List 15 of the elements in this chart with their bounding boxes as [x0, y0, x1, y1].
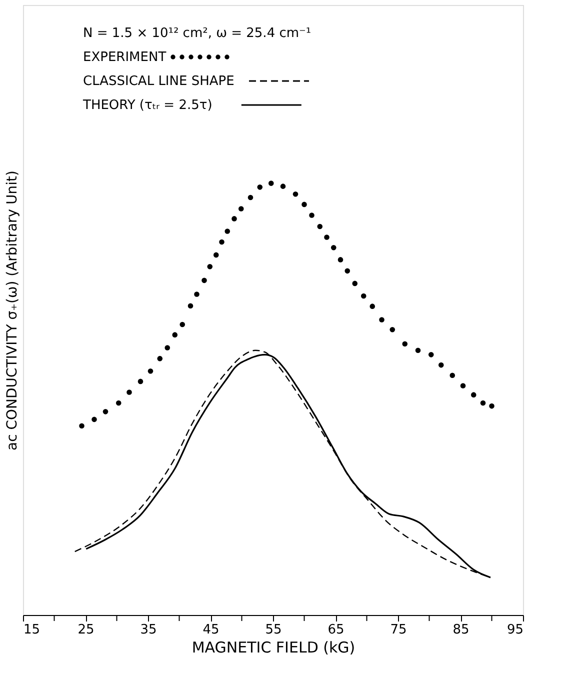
x-tick-label: 15 — [24, 622, 40, 638]
legend-label: CLASSICAL LINE SHAPE — [83, 74, 234, 89]
legend-label: EXPERIMENT — [83, 50, 166, 65]
x-tick-label: 65 — [328, 622, 344, 638]
legend-title: N = 1.5 × 10¹² cm², ω = 25.4 cm⁻¹ — [83, 26, 312, 41]
x-tick-label: 35 — [140, 622, 157, 638]
y-axis-title: ac CONDUCTIVITY σ₊(ω) (Arbitrary Unit) — [4, 170, 20, 450]
legend-label: THEORY (τₜᵣ = 2.5τ) — [82, 98, 212, 113]
x-tick-label: 85 — [452, 622, 470, 638]
x-tick-label: 95 — [506, 622, 524, 638]
x-tick-label: 75 — [390, 622, 407, 638]
x-tick-label: 25 — [78, 622, 94, 638]
x-tick-label: 45 — [202, 622, 220, 638]
x-axis-title: MAGNETIC FIELD (kG) — [192, 638, 356, 656]
x-tick-label: 55 — [265, 622, 282, 638]
